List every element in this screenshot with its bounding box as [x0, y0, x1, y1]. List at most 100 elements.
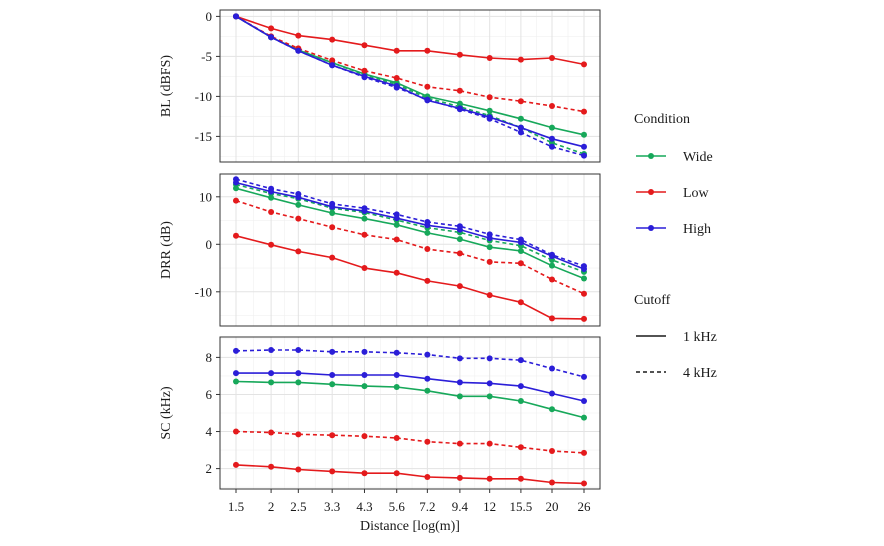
data-point	[361, 231, 368, 238]
data-point	[361, 205, 368, 212]
y-tick-label: 6	[206, 387, 213, 402]
data-point	[393, 84, 400, 91]
data-point	[233, 428, 239, 435]
data-point	[548, 262, 555, 269]
data-point	[295, 466, 302, 473]
data-point	[517, 247, 524, 254]
data-point	[295, 32, 302, 39]
data-point	[517, 383, 524, 390]
data-point	[268, 346, 275, 353]
data-point	[424, 375, 431, 382]
legend-label-wide: Wide	[683, 150, 713, 165]
legend-cutoff-title: Cutoff	[634, 293, 671, 308]
data-point	[548, 276, 555, 283]
data-point	[295, 379, 302, 386]
data-point	[548, 55, 555, 61]
legend-label-cutoff: 1 kHz	[683, 330, 717, 345]
data-point	[295, 201, 302, 208]
chart-panels: 0 -5 -10 -15 BL (dBFS) 10 0 -10 DRR (dB) 8 6 4 2 SC (…	[159, 9, 601, 514]
data-point	[424, 246, 431, 253]
data-point	[393, 221, 400, 228]
data-point	[233, 378, 239, 385]
data-point	[581, 275, 587, 282]
data-point	[329, 57, 336, 64]
data-point	[393, 372, 400, 378]
data-point	[486, 440, 493, 447]
x-axis-title: Distance [log(m)]	[360, 519, 460, 534]
data-point	[329, 381, 336, 388]
panel-border	[219, 336, 601, 490]
x-tick-label: 1.5	[228, 499, 244, 514]
x-tick-label: 2	[268, 499, 275, 514]
data-point	[581, 480, 587, 487]
data-point	[486, 94, 493, 101]
panel-2: 10 0 -10 DRR (dB)	[159, 173, 601, 327]
data-point	[295, 248, 302, 255]
chart-legend: Condition Cutoff Wide Low High 1 kHz 4 kHz	[634, 112, 717, 381]
data-point	[268, 209, 275, 215]
data-point	[393, 470, 400, 477]
x-tick-label: 9.4	[452, 499, 469, 514]
data-point	[486, 380, 493, 387]
data-point	[517, 475, 524, 482]
data-point	[393, 236, 400, 243]
data-point	[233, 461, 239, 468]
data-point	[233, 347, 239, 354]
data-point	[424, 83, 431, 90]
data-point	[581, 143, 587, 150]
data-point	[548, 479, 555, 486]
y-tick-label: -10	[195, 284, 212, 299]
series-line-wide-4khz	[235, 183, 585, 273]
legend-label-high: High	[683, 222, 711, 237]
legend-key-point	[648, 225, 654, 231]
data-point	[295, 370, 302, 377]
data-point	[295, 431, 302, 438]
data-point	[361, 348, 368, 355]
data-point	[268, 185, 275, 192]
data-point	[581, 414, 587, 421]
data-point	[393, 47, 400, 54]
series-line-high-1khz	[236, 372, 585, 402]
data-point	[233, 232, 239, 239]
series-line-high-4khz	[235, 349, 585, 378]
data-point	[486, 393, 493, 400]
y-tick-label: -5	[201, 49, 212, 64]
data-point	[548, 124, 555, 131]
y-tick-label: 4	[206, 424, 213, 439]
data-point	[361, 42, 368, 49]
y-axis-title: DRR (dB)	[159, 221, 174, 279]
data-point	[424, 438, 431, 445]
data-point	[456, 379, 463, 386]
x-tick-label: 26	[578, 499, 592, 514]
data-point	[581, 152, 587, 159]
data-point	[456, 223, 463, 230]
legend-condition-title: Condition	[634, 112, 690, 127]
y-axis-title: BL (dBFS)	[159, 55, 174, 117]
y-tick-label: 0	[206, 237, 213, 252]
data-point	[581, 373, 587, 380]
legend-key-point	[648, 153, 654, 159]
data-point	[361, 383, 368, 390]
data-point	[424, 96, 431, 103]
data-point	[361, 215, 368, 222]
data-point	[517, 299, 524, 306]
data-point	[268, 194, 275, 201]
data-point	[517, 129, 524, 136]
data-point	[486, 107, 493, 114]
data-point	[233, 13, 239, 20]
series-line-low-1khz	[235, 15, 585, 66]
y-tick-label: 0	[206, 9, 213, 24]
data-point	[329, 62, 336, 69]
series-line-high-4khz	[235, 15, 585, 157]
data-point	[548, 251, 555, 258]
data-point	[424, 47, 431, 54]
data-point	[329, 372, 336, 378]
data-point	[517, 124, 524, 131]
data-point	[486, 55, 493, 61]
data-point	[329, 468, 336, 475]
data-point	[581, 131, 587, 138]
data-point	[268, 429, 275, 436]
data-point	[361, 433, 368, 440]
data-point	[548, 103, 555, 109]
data-point	[268, 241, 275, 248]
